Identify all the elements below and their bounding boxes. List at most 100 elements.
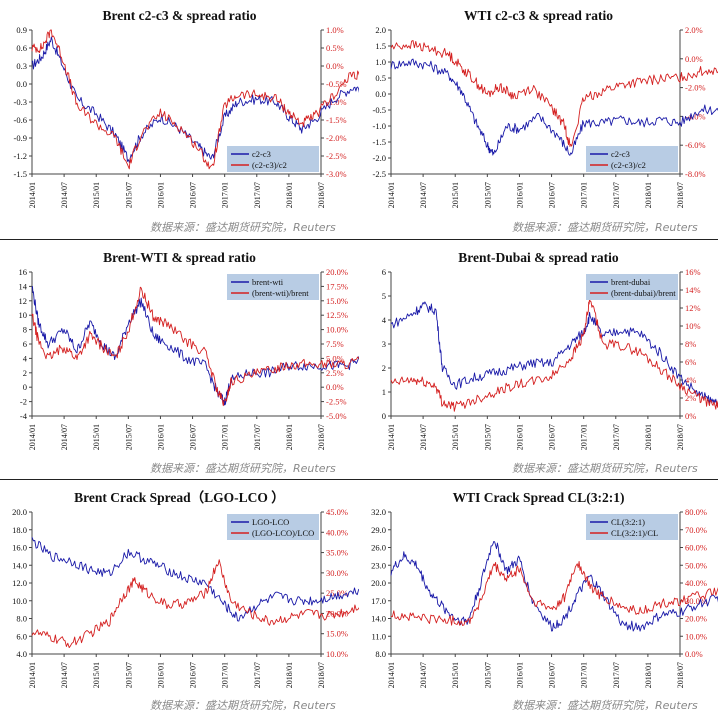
source-note-5: 数据来源：盛达期货研究院，Reuters [150, 699, 336, 712]
legend-label: CL(3:2:1)/CL [611, 528, 658, 538]
left-tick-label: -0.5 [373, 105, 386, 115]
right-tick-label: 8% [685, 339, 696, 349]
right-tick-label: 15.0% [326, 629, 348, 639]
x-tick-label: 2014/01 [28, 662, 37, 688]
left-tick-label: 11.0 [371, 631, 386, 641]
divider-2 [0, 479, 718, 480]
chart-brent-c2c3: Brent c2-c3 & spread ratio 0.9 0.6 0.3 0.0 -0… [14, 8, 359, 208]
right-tick-label: 30.0% [326, 568, 348, 578]
x-tick-label: 2018/07 [317, 182, 326, 208]
left-tick-label: 0.0 [375, 89, 386, 99]
x-tick-label: 2016/01 [156, 662, 165, 688]
chart-title: Brent-WTI & spread ratio [103, 250, 256, 265]
x-tick-label: 2015/01 [451, 662, 460, 688]
x-tick-label: 2015/07 [483, 182, 492, 208]
chart-title: Brent-Dubai & spread ratio [458, 250, 619, 265]
x-tick-label: 2017/07 [253, 424, 262, 450]
chart-panel-3: Brent-WTI & spread ratio 16 14 12 10 8 6 4 2 0 -2 -… [0, 242, 359, 454]
left-tick-label: 29.0 [371, 525, 386, 535]
right-tick-label: 12.5% [326, 310, 348, 320]
left-tick-label: 14 [19, 281, 28, 291]
x-tick-label: 2016/01 [515, 424, 524, 450]
x-tick-label: 2017/01 [221, 182, 230, 208]
legend-box [586, 146, 678, 172]
right-tick-label: 0.5% [326, 43, 344, 53]
x-tick-label: 2016/07 [548, 182, 557, 208]
right-tick-label: 0.0% [326, 382, 344, 392]
legend-label: c2-c3 [252, 149, 271, 159]
left-tick-label: -1.5 [373, 137, 386, 147]
left-tick-label: 6 [23, 339, 27, 349]
x-tick-label: 2014/07 [60, 424, 69, 450]
legend-box [227, 514, 319, 540]
x-tick-label: 2014/07 [419, 424, 428, 450]
x-tick-label: 2018/01 [644, 182, 653, 208]
right-tick-label: 20.0% [685, 614, 707, 624]
series-line-2 [31, 559, 359, 649]
left-tick-label: 20.0 [12, 507, 27, 517]
left-tick-label: -2 [20, 397, 27, 407]
x-tick-label: 2016/01 [156, 424, 165, 450]
right-tick-label: -2.5% [326, 397, 347, 407]
x-tick-label: 2018/07 [676, 182, 685, 208]
chart-panel-2: WTI c2-c3 & spread ratio 2.0 1.5 1.0 0.5 0.0 -… [359, 0, 718, 212]
left-tick-label: 0.0 [16, 79, 27, 89]
left-tick-label: -4 [20, 411, 28, 421]
right-tick-label: 60.0% [685, 543, 707, 553]
left-tick-label: 10.0 [12, 596, 27, 606]
x-tick-label: 2014/07 [60, 662, 69, 688]
x-tick-label: 2016/01 [515, 662, 524, 688]
x-tick-label: 2018/07 [317, 424, 326, 450]
chart-title: WTI c2-c3 & spread ratio [464, 8, 613, 23]
chart-title: WTI Crack Spread CL(3:2:1) [453, 490, 625, 505]
x-tick-label: 2018/07 [676, 662, 685, 688]
chart-wti-crack: WTI Crack Spread CL(3:2:1) 32.0 29.0 26.0 23… [371, 490, 718, 688]
x-tick-label: 2015/07 [483, 662, 492, 688]
x-tick-label: 2015/01 [92, 424, 101, 450]
right-tick-label: 80.0% [685, 507, 707, 517]
left-tick-label: 4.0 [16, 649, 27, 659]
series-line-2 [390, 296, 718, 412]
left-tick-label: 0.9 [16, 25, 27, 35]
right-tick-label: 70.0% [685, 525, 707, 535]
right-tick-label: -1.5% [326, 115, 347, 125]
right-tick-label: 12% [685, 303, 701, 313]
legend-label: (c2-c3)/c2 [611, 160, 646, 170]
chart-wti-c2c3: WTI c2-c3 & spread ratio 2.0 1.5 1.0 0.5 0.0 -… [373, 8, 718, 208]
chart-brent-crack: Brent Crack Spread（LGO-LCO ） 20.0 18.0 16.0… [12, 490, 359, 688]
left-tick-label: 4 [382, 315, 387, 325]
right-tick-label: 10.0% [326, 649, 348, 659]
left-tick-label: 5 [382, 291, 386, 301]
left-tick-label: -0.9 [14, 133, 27, 143]
chart-title: Brent c2-c3 & spread ratio [103, 8, 257, 23]
left-tick-label: -0.6 [14, 115, 27, 125]
x-tick-label: 2018/01 [285, 182, 294, 208]
chart-panel-1: Brent c2-c3 & spread ratio 0.9 0.6 0.3 0.0 -0… [0, 0, 359, 212]
left-tick-label: 8.0 [375, 649, 386, 659]
left-tick-label: 14.0 [371, 614, 386, 624]
right-tick-label: -2.5% [326, 151, 347, 161]
right-tick-label: 15.0% [326, 296, 348, 306]
left-tick-label: 16 [19, 267, 28, 277]
x-tick-label: 2014/01 [387, 182, 396, 208]
right-tick-label: -5.0% [326, 411, 347, 421]
x-tick-label: 2018/07 [317, 662, 326, 688]
series-line-2 [31, 29, 359, 170]
x-tick-label: 2016/07 [548, 424, 557, 450]
right-tick-label: 4% [685, 375, 696, 385]
x-tick-label: 2014/01 [28, 182, 37, 208]
x-tick-label: 2015/07 [124, 662, 133, 688]
series-line-2 [390, 561, 718, 626]
left-tick-label: 14.0 [12, 560, 27, 570]
series-line-1 [390, 58, 718, 156]
legend-box [227, 146, 319, 172]
series-line-1 [390, 301, 718, 406]
x-tick-label: 2017/07 [612, 182, 621, 208]
left-tick-label: -2.5 [373, 169, 386, 179]
left-tick-label: -0.3 [14, 97, 27, 107]
x-tick-label: 2017/07 [612, 424, 621, 450]
legend-label: (LGO-LCO)/LCO [252, 528, 314, 538]
left-tick-label: 2.0 [375, 25, 386, 35]
x-tick-label: 2016/01 [156, 182, 165, 208]
x-tick-label: 2017/07 [612, 662, 621, 688]
